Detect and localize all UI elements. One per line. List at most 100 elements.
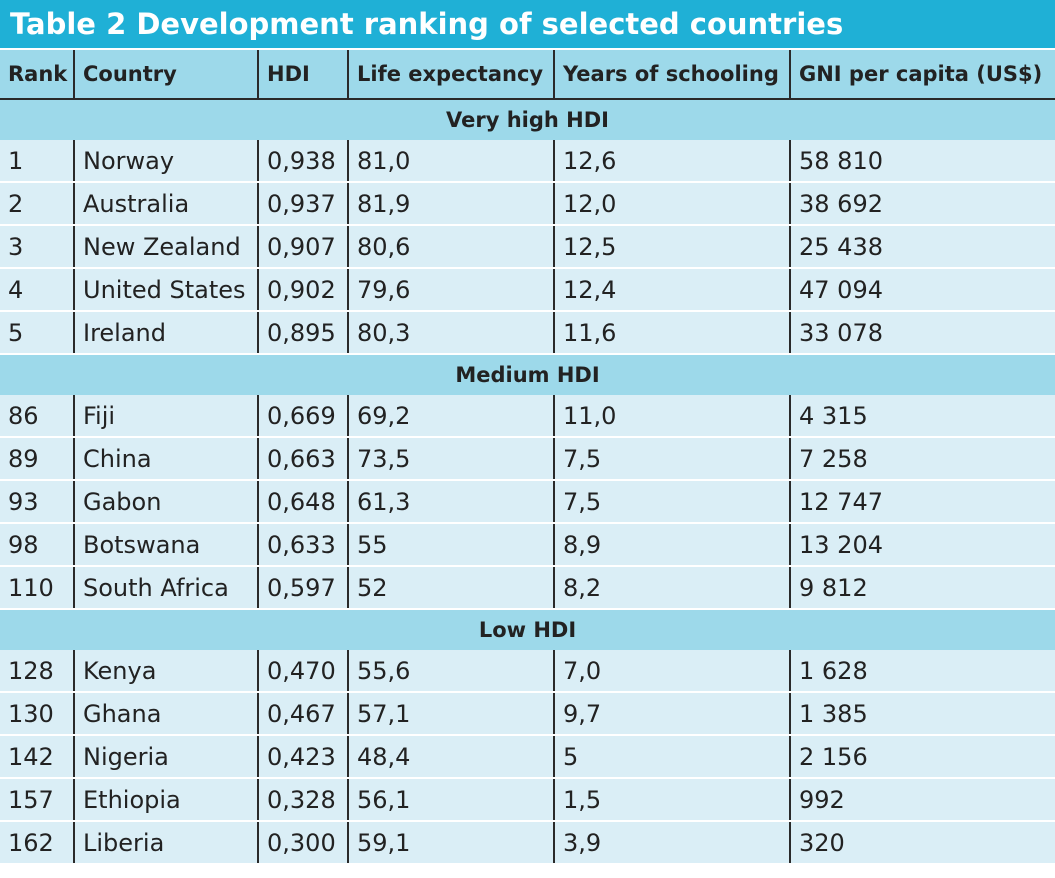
column-header-rank: Rank <box>0 50 74 100</box>
country-cell: Liberia <box>73 821 258 865</box>
life-expectancy-cell: 55,6 <box>347 650 554 693</box>
hdi-cell: 0,895 <box>257 311 348 355</box>
life-expectancy-cell: 73,5 <box>347 437 554 481</box>
group-label: Low HDI <box>0 609 1055 650</box>
rank-cell: 110 <box>0 566 74 610</box>
years-of-schooling-cell: 7,5 <box>553 480 790 524</box>
country-cell: Ethiopia <box>73 778 258 822</box>
life-expectancy-cell: 48,4 <box>347 735 554 779</box>
gni-per-capita-cell: 38 692 <box>789 182 1055 226</box>
life-expectancy-cell: 80,3 <box>347 311 554 355</box>
life-expectancy-cell: 52 <box>347 566 554 610</box>
years-of-schooling-cell: 12,6 <box>553 140 790 183</box>
gni-per-capita-cell: 58 810 <box>789 140 1055 183</box>
life-expectancy-cell: 55 <box>347 523 554 567</box>
rank-cell: 128 <box>0 650 74 693</box>
gni-per-capita-cell: 33 078 <box>789 311 1055 355</box>
life-expectancy-cell: 61,3 <box>347 480 554 524</box>
years-of-schooling-cell: 11,0 <box>553 395 790 438</box>
group-header-row: Very high HDI <box>0 99 1055 140</box>
rank-cell: 2 <box>0 182 74 226</box>
table-row: 86 Fiji 0,669 69,2 11,0 4 315 <box>0 395 1055 438</box>
life-expectancy-cell: 59,1 <box>347 821 554 865</box>
gni-per-capita-cell: 9 812 <box>789 566 1055 610</box>
hdi-cell: 0,300 <box>257 821 348 865</box>
table-row: 1 Norway 0,938 81,0 12,6 58 810 <box>0 140 1055 183</box>
rank-cell: 93 <box>0 480 74 524</box>
column-header-country: Country <box>73 50 258 100</box>
country-cell: Australia <box>73 182 258 226</box>
table-row: 157 Ethiopia 0,328 56,1 1,5 992 <box>0 778 1055 822</box>
years-of-schooling-cell: 12,0 <box>553 182 790 226</box>
table-row: 5 Ireland 0,895 80,3 11,6 33 078 <box>0 311 1055 355</box>
country-cell: South Africa <box>73 566 258 610</box>
table-row: 93 Gabon 0,648 61,3 7,5 12 747 <box>0 480 1055 524</box>
hdi-cell: 0,467 <box>257 692 348 736</box>
rank-cell: 86 <box>0 395 74 438</box>
country-cell: Kenya <box>73 650 258 693</box>
life-expectancy-cell: 79,6 <box>347 268 554 312</box>
rank-cell: 3 <box>0 225 74 269</box>
years-of-schooling-cell: 12,4 <box>553 268 790 312</box>
header-row: Rank Country HDI Life expectancy Years o… <box>0 50 1055 100</box>
country-cell: China <box>73 437 258 481</box>
table-row: 89 China 0,663 73,5 7,5 7 258 <box>0 437 1055 481</box>
rank-cell: 1 <box>0 140 74 183</box>
hdi-cell: 0,470 <box>257 650 348 693</box>
hdi-cell: 0,597 <box>257 566 348 610</box>
years-of-schooling-cell: 12,5 <box>553 225 790 269</box>
rank-cell: 4 <box>0 268 74 312</box>
gni-per-capita-cell: 25 438 <box>789 225 1055 269</box>
years-of-schooling-cell: 1,5 <box>553 778 790 822</box>
table-row: 142 Nigeria 0,423 48,4 5 2 156 <box>0 735 1055 779</box>
country-cell: Ireland <box>73 311 258 355</box>
hdi-cell: 0,663 <box>257 437 348 481</box>
table-row: 130 Ghana 0,467 57,1 9,7 1 385 <box>0 692 1055 736</box>
country-cell: Gabon <box>73 480 258 524</box>
gni-per-capita-cell: 320 <box>789 821 1055 865</box>
gni-per-capita-cell: 1 385 <box>789 692 1055 736</box>
rank-cell: 89 <box>0 437 74 481</box>
column-header-hdi: HDI <box>257 50 348 100</box>
gni-per-capita-cell: 4 315 <box>789 395 1055 438</box>
life-expectancy-cell: 69,2 <box>347 395 554 438</box>
country-cell: United States <box>73 268 258 312</box>
years-of-schooling-cell: 11,6 <box>553 311 790 355</box>
rank-cell: 142 <box>0 735 74 779</box>
years-of-schooling-cell: 5 <box>553 735 790 779</box>
table-row: 2 Australia 0,937 81,9 12,0 38 692 <box>0 182 1055 226</box>
group-header-row: Low HDI <box>0 609 1055 650</box>
life-expectancy-cell: 80,6 <box>347 225 554 269</box>
country-cell: Norway <box>73 140 258 183</box>
gni-per-capita-cell: 2 156 <box>789 735 1055 779</box>
life-expectancy-cell: 57,1 <box>347 692 554 736</box>
hdi-cell: 0,423 <box>257 735 348 779</box>
hdi-cell: 0,907 <box>257 225 348 269</box>
development-ranking-table: Rank Country HDI Life expectancy Years o… <box>0 50 1055 865</box>
hdi-cell: 0,937 <box>257 182 348 226</box>
rank-cell: 157 <box>0 778 74 822</box>
rank-cell: 130 <box>0 692 74 736</box>
country-cell: Ghana <box>73 692 258 736</box>
life-expectancy-cell: 81,0 <box>347 140 554 183</box>
group-label: Very high HDI <box>0 99 1055 140</box>
years-of-schooling-cell: 3,9 <box>553 821 790 865</box>
table-title: Table 2 Development ranking of selected … <box>0 0 1055 48</box>
rank-cell: 162 <box>0 821 74 865</box>
life-expectancy-cell: 56,1 <box>347 778 554 822</box>
table-row: 4 United States 0,902 79,6 12,4 47 094 <box>0 268 1055 312</box>
table-row: 110 South Africa 0,597 52 8,2 9 812 <box>0 566 1055 610</box>
table-row: 162 Liberia 0,300 59,1 3,9 320 <box>0 821 1055 865</box>
hdi-cell: 0,328 <box>257 778 348 822</box>
years-of-schooling-cell: 7,0 <box>553 650 790 693</box>
column-header-gni-per-capita: GNI per capita (US$) <box>789 50 1055 100</box>
gni-per-capita-cell: 47 094 <box>789 268 1055 312</box>
column-header-life-expectancy: Life expectancy <box>347 50 554 100</box>
rank-cell: 98 <box>0 523 74 567</box>
table-row: 128 Kenya 0,470 55,6 7,0 1 628 <box>0 650 1055 693</box>
country-cell: Botswana <box>73 523 258 567</box>
life-expectancy-cell: 81,9 <box>347 182 554 226</box>
country-cell: New Zealand <box>73 225 258 269</box>
column-header-years-of-schooling: Years of schooling <box>553 50 790 100</box>
